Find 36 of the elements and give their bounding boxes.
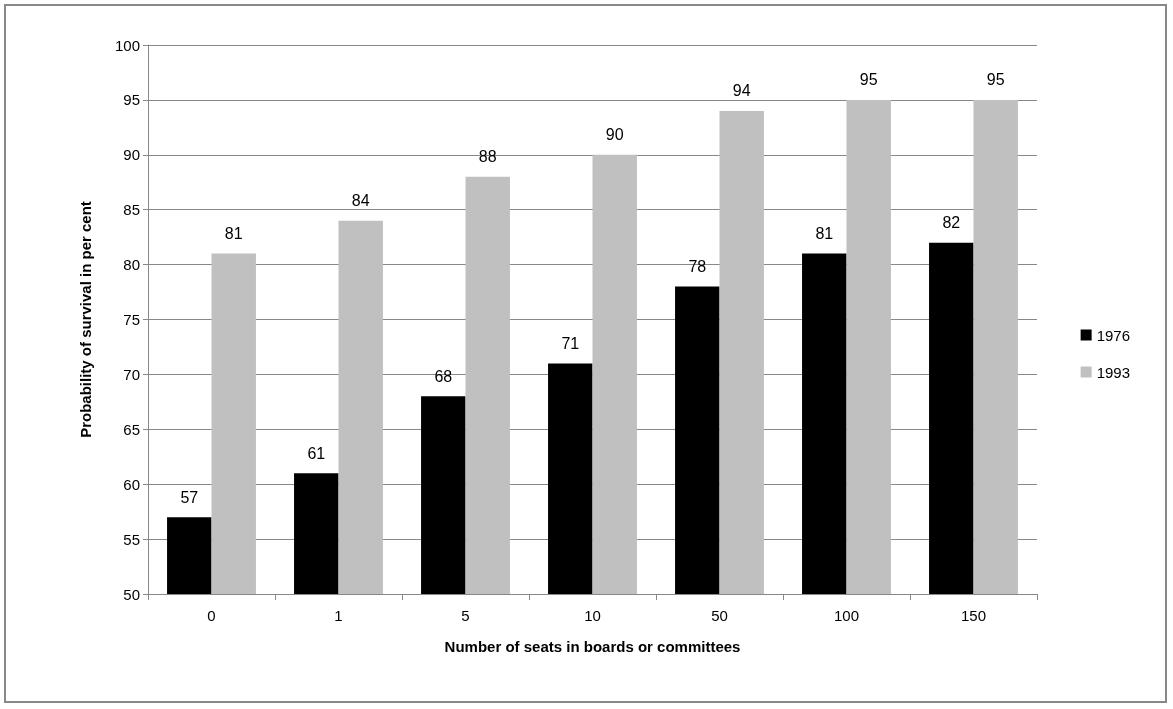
data-label: 81 bbox=[815, 225, 834, 243]
y-tick-label: 85 bbox=[123, 201, 140, 219]
data-label: 61 bbox=[307, 444, 326, 462]
data-label: 81 bbox=[224, 225, 243, 243]
data-label: 94 bbox=[732, 82, 751, 100]
y-tick-label: 50 bbox=[123, 585, 140, 603]
y-tick-label: 70 bbox=[123, 365, 140, 383]
x-axis-title: Number of seats in boards or committees bbox=[444, 638, 741, 655]
data-label: 82 bbox=[942, 214, 961, 232]
y-tick-label: 75 bbox=[123, 311, 140, 328]
legend-label: 1976 bbox=[1096, 326, 1131, 344]
data-label: 68 bbox=[434, 367, 453, 385]
x-tick-label: 150 bbox=[960, 607, 987, 624]
data-label: 88 bbox=[478, 148, 497, 166]
data-label: 57 bbox=[180, 488, 199, 506]
y-tick-label: 55 bbox=[123, 530, 140, 548]
y-tick-label: 100 bbox=[114, 36, 140, 54]
data-label: 78 bbox=[688, 258, 707, 276]
y-tick-label: 90 bbox=[123, 146, 140, 164]
x-tick-label: 100 bbox=[833, 607, 860, 624]
y-tick-label: 80 bbox=[123, 256, 140, 274]
data-label: 90 bbox=[605, 126, 624, 144]
x-tick-label: 0 bbox=[207, 607, 216, 624]
x-tick-label: 10 bbox=[584, 607, 601, 624]
legend-label: 1993 bbox=[1096, 363, 1131, 381]
y-tick-label: 60 bbox=[123, 475, 140, 493]
y-axis-title: Probability of survival in per cent bbox=[77, 201, 94, 438]
x-tick-label: 5 bbox=[461, 607, 470, 624]
y-tick-label: 95 bbox=[123, 91, 140, 109]
y-tick-label: 65 bbox=[123, 420, 140, 438]
data-label: 95 bbox=[859, 71, 878, 89]
x-tick-label: 50 bbox=[711, 607, 728, 624]
data-label: 84 bbox=[351, 192, 370, 210]
x-tick-label: 1 bbox=[334, 607, 343, 624]
data-label: 71 bbox=[561, 334, 580, 352]
data-label: 95 bbox=[986, 71, 1005, 89]
